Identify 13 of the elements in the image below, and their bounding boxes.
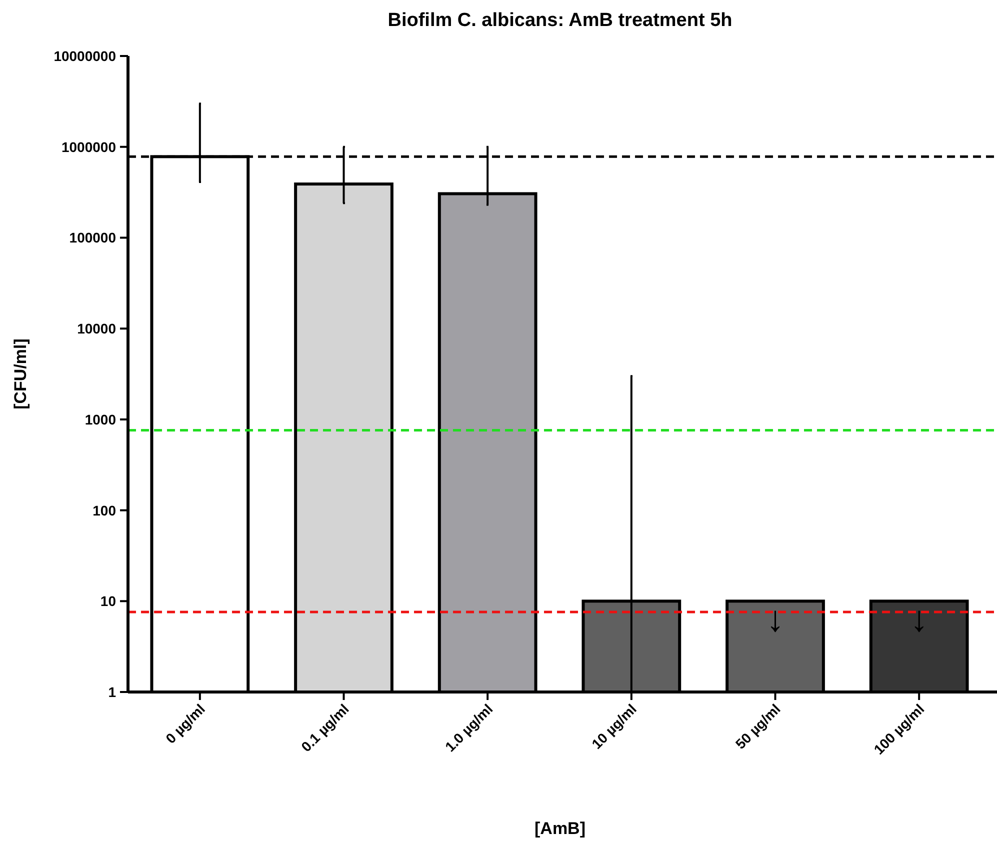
chart-title: Biofilm C. albicans: AmB treatment 5h [388,10,732,31]
annotation: ↓ [910,598,928,640]
y-tick-label: 10000000 [54,48,116,64]
y-tick-label: 1 [108,684,116,700]
y-axis-title: [CFU/ml] [11,338,30,410]
annotation: ↓ [766,598,784,640]
y-tick-label: 10000 [77,320,116,337]
y-tick-label: 100000 [69,230,116,246]
y-tick-label: 1000 [84,411,116,428]
y-tick-label: 100 [92,502,116,518]
y-tick-label: 10 [100,593,116,610]
x-axis-title: [AmB] [534,819,586,838]
y-tick-label: 1000000 [61,138,116,155]
